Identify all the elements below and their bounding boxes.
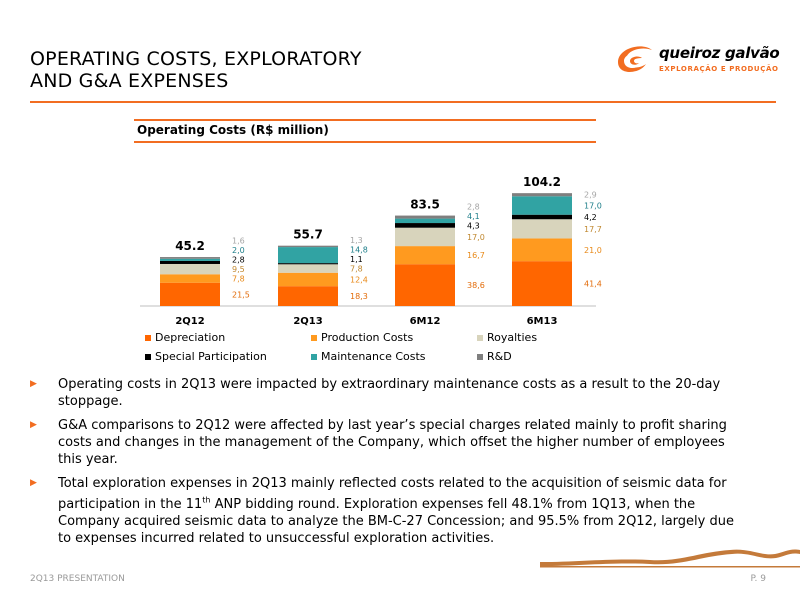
bar-segment-production-costs	[395, 246, 455, 265]
data-label: 7,8	[350, 265, 363, 274]
bar-segment-special-participation	[278, 263, 338, 265]
data-label: 2,8	[232, 255, 245, 264]
bar-total-label: 45.2	[175, 239, 205, 253]
bullet-arrow-icon: ▶	[30, 478, 37, 488]
legend-swatch	[477, 335, 483, 341]
chart-title-rule-top	[134, 119, 596, 121]
data-label: 4,3	[467, 221, 480, 230]
bar-segment-special-participation	[512, 214, 572, 220]
bar-segment-depreciation	[278, 286, 338, 306]
bar-total-label: 55.7	[293, 228, 323, 242]
x-tick-label: 2Q13	[293, 316, 322, 327]
legend-swatch	[311, 335, 317, 341]
company-logo: queiroz galvão EXPLORAÇÃO E PRODUÇÃO	[612, 40, 782, 82]
data-label: 1,6	[232, 236, 245, 245]
data-label: 2,0	[232, 246, 245, 255]
bullet-list: ▶ Operating costs in 2Q13 were impacted …	[30, 376, 750, 554]
bar-segment-maintenance-costs	[512, 196, 572, 215]
data-label: 12,4	[350, 275, 368, 284]
logo-mark-icon	[618, 46, 652, 72]
footer-wave-decoration	[540, 549, 800, 568]
slide-title-line1: OPERATING COSTS, EXPLORATORY	[30, 48, 362, 70]
legend-label: Special Participation	[155, 350, 267, 363]
data-label: 18,3	[350, 292, 368, 301]
legend-label: Maintenance Costs	[321, 350, 426, 363]
data-label: 21,5	[232, 290, 250, 299]
legend-label: Production Costs	[321, 331, 413, 344]
data-label: 21,0	[584, 246, 602, 255]
chart-title-rule-bottom	[134, 141, 596, 143]
data-label: 17,0	[584, 201, 602, 210]
data-label: 2,9	[584, 191, 597, 200]
bar-segment-depreciation	[512, 261, 572, 306]
bullet-arrow-icon: ▶	[30, 379, 37, 389]
data-label: 38,6	[467, 281, 485, 290]
bullet-arrow-icon: ▶	[30, 420, 37, 430]
logo-subtitle: EXPLORAÇÃO E PRODUÇÃO	[659, 65, 779, 73]
bar-segment-maintenance-costs	[160, 258, 220, 261]
legend-label: Depreciation	[155, 331, 225, 344]
bullet-text: G&A comparisons to 2Q12 were affected by…	[58, 418, 727, 467]
x-tick-label: 6M12	[410, 316, 441, 327]
bullet-item: ▶ Operating costs in 2Q13 were impacted …	[30, 376, 750, 410]
x-tick-label: 2Q12	[175, 316, 204, 327]
logo-name: queiroz galvão	[659, 44, 780, 62]
data-label: 14,8	[350, 246, 368, 255]
header-divider	[30, 101, 776, 103]
data-label: 7,8	[232, 274, 245, 283]
bullet-text: Operating costs in 2Q13 were impacted by…	[58, 377, 721, 409]
bullet-item: ▶ Total exploration expenses in 2Q13 mai…	[30, 475, 750, 547]
bullet-text-part: Total exploration expenses in 2Q13 mainl…	[58, 476, 727, 513]
bar-segment-maintenance-costs	[395, 218, 455, 224]
bar-segment-royalties	[395, 227, 455, 247]
data-label: 16,7	[467, 251, 485, 260]
chart-title: Operating Costs (R$ million)	[137, 123, 329, 137]
bar-segment-depreciation	[160, 282, 220, 306]
legend-swatch	[477, 354, 483, 360]
bar-segment-production-costs	[278, 272, 338, 287]
bullet-text: Total exploration expenses in 2Q13 mainl…	[58, 476, 734, 546]
bar-segment-r-d	[512, 193, 572, 197]
data-label: 41,4	[584, 280, 602, 289]
footer-presentation-label: 2Q13 PRESENTATION	[30, 574, 125, 584]
bar-segment-maintenance-costs	[278, 247, 338, 264]
slide-title-line2: AND G&A EXPENSES	[30, 70, 229, 92]
slide-title: OPERATING COSTS, EXPLORATORY AND G&A EXP…	[30, 48, 362, 92]
bar-total-label: 83.5	[410, 198, 440, 212]
data-label: 1,3	[350, 236, 363, 245]
bar-segment-royalties	[160, 263, 220, 275]
data-label: 4,1	[467, 212, 480, 221]
bullet-item: ▶ G&A comparisons to 2Q12 were affected …	[30, 417, 750, 468]
bar-segment-royalties	[278, 264, 338, 273]
data-label: 1,1	[350, 255, 363, 264]
data-label: 4,2	[584, 213, 597, 222]
legend-swatch	[145, 354, 151, 360]
legend-swatch	[145, 335, 151, 341]
legend-label: R&D	[487, 350, 512, 363]
bar-segment-depreciation	[395, 264, 455, 306]
bar-segment-production-costs	[512, 238, 572, 262]
bar-total-label: 104.2	[523, 175, 561, 189]
bar-segment-r-d	[395, 215, 455, 219]
legend-swatch	[311, 354, 317, 360]
bar-segment-special-participation	[160, 260, 220, 264]
bar-segment-r-d	[160, 257, 220, 259]
bar-segment-r-d	[278, 245, 338, 248]
bar-segment-royalties	[512, 219, 572, 239]
bullet-text-part: ANP bidding round. Exploration expenses …	[58, 497, 734, 547]
data-label: 2,8	[467, 202, 480, 211]
footer-page-number: P. 9	[750, 574, 766, 584]
data-label: 17,7	[584, 225, 602, 234]
data-label: 9,5	[232, 265, 245, 274]
data-label: 17,0	[467, 233, 485, 242]
bar-segment-production-costs	[160, 274, 220, 283]
x-tick-label: 6M13	[527, 316, 558, 327]
legend-label: Royalties	[487, 331, 537, 344]
bar-segment-special-participation	[395, 223, 455, 228]
bullet-superscript: th	[202, 496, 211, 505]
